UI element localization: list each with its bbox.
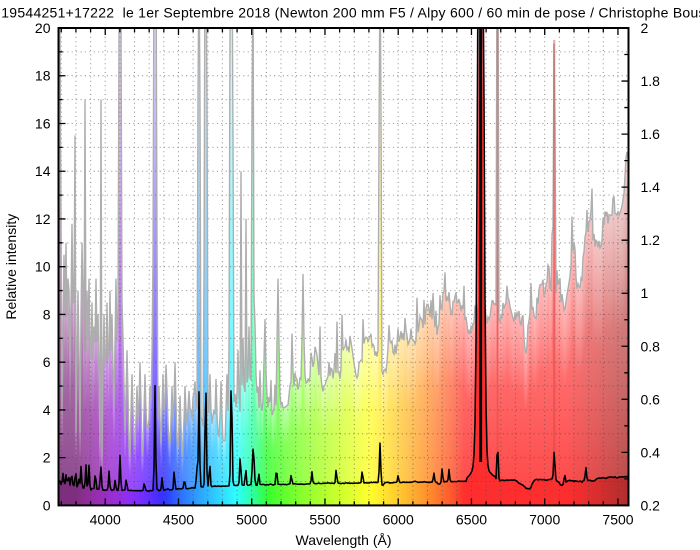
svg-text:5000: 5000 [236,512,267,528]
svg-text:1.8: 1.8 [641,73,661,89]
svg-text:18: 18 [35,68,51,84]
svg-text:20: 20 [35,20,51,36]
svg-text:1.6: 1.6 [641,126,661,142]
svg-text:0.4: 0.4 [641,444,661,460]
svg-text:1.4: 1.4 [641,179,661,195]
svg-text:10: 10 [35,259,51,275]
svg-text:8: 8 [43,306,51,322]
svg-text:1.2: 1.2 [641,232,661,248]
svg-text:2: 2 [641,20,649,36]
svg-text:4: 4 [43,402,51,418]
svg-text:7000: 7000 [529,512,560,528]
svg-text:7500: 7500 [602,512,633,528]
svg-text:6000: 6000 [383,512,414,528]
svg-text:0.2: 0.2 [641,497,661,513]
svg-text:4000: 4000 [90,512,121,528]
svg-text:0.6: 0.6 [641,391,661,407]
svg-text:Relative intensity: Relative intensity [3,214,19,320]
svg-text:6500: 6500 [456,512,487,528]
svg-text:16: 16 [35,116,51,132]
svg-text:0: 0 [43,497,51,513]
svg-text:5500: 5500 [309,512,340,528]
svg-text:0.8: 0.8 [641,338,661,354]
svg-text:1: 1 [641,285,649,301]
svg-text:2: 2 [43,450,51,466]
svg-text:Wavelength (Å): Wavelength (Å) [296,532,392,548]
svg-text:12: 12 [35,211,51,227]
svg-text:4500: 4500 [163,512,194,528]
svg-text:14: 14 [35,163,51,179]
svg-text:6: 6 [43,354,51,370]
svg-text:J19544251+17222 le 1er Septem: J19544251+17222 le 1er Septembre 2018 (N… [0,5,700,21]
